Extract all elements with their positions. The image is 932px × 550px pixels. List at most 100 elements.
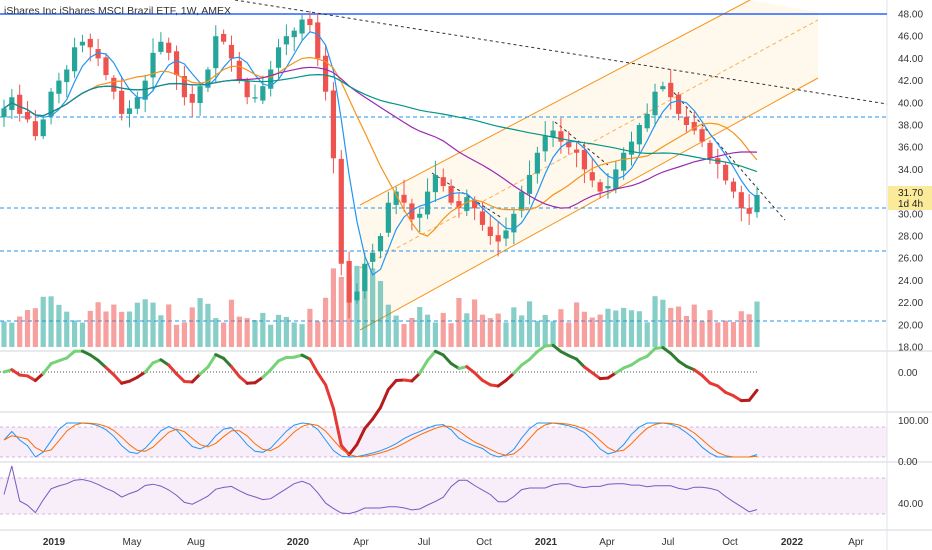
- oscillator-segment: [261, 368, 273, 379]
- volume-bar: [134, 302, 140, 347]
- oscillator-segment: [33, 372, 45, 383]
- candle-body: [119, 90, 125, 114]
- volume-bar: [503, 322, 509, 347]
- volume-bar: [495, 313, 501, 347]
- candle-body: [315, 22, 321, 59]
- oscillator-segment: [520, 357, 532, 367]
- volume-bar: [519, 315, 525, 347]
- volume-bar: [213, 318, 219, 347]
- volume-bar: [393, 315, 399, 347]
- volume-bar: [268, 324, 274, 347]
- candles: [1, 10, 760, 319]
- stochastic-pane: [3, 422, 758, 458]
- volume-bar: [448, 323, 454, 347]
- oscillator-segment: [269, 359, 281, 372]
- price-tick-label: 38.00: [898, 121, 923, 132]
- candle-body: [730, 181, 737, 192]
- rsi-band: [0, 478, 887, 514]
- oscillator-segment: [504, 371, 516, 382]
- oscillator-segment: [104, 366, 116, 377]
- time-tick-label: Apr: [353, 537, 369, 548]
- oscillator-segment: [316, 371, 328, 387]
- volume-bar: [660, 299, 666, 347]
- candle-body: [707, 142, 713, 159]
- volume-bar: [401, 323, 407, 347]
- oscillator-segment: [10, 368, 22, 377]
- candle-body: [268, 69, 274, 89]
- oscillator-segment: [410, 371, 422, 383]
- price-tick-label: 40.00: [898, 98, 923, 109]
- candle-body: [550, 130, 556, 138]
- volume-bar: [260, 312, 266, 347]
- volume-bar: [126, 311, 133, 347]
- time-tick-label: Apr: [599, 537, 615, 548]
- candle-body: [283, 36, 289, 45]
- volume-bar: [252, 320, 258, 347]
- oscillator-segment: [324, 383, 335, 410]
- time-tick-label: May: [123, 537, 142, 548]
- stochastic-band: [0, 427, 887, 457]
- volume-bar: [558, 309, 564, 347]
- channel-upper-line: [359, 0, 751, 206]
- time-tick-label: Jul: [662, 537, 675, 548]
- oscillator-segment: [449, 361, 461, 370]
- candle-body: [699, 129, 705, 142]
- candle-body: [479, 211, 486, 225]
- candle-body: [573, 149, 580, 153]
- candle-body: [566, 141, 572, 148]
- volume-bar: [40, 296, 46, 347]
- volume-bar: [17, 316, 23, 347]
- volume-bar: [32, 308, 38, 347]
- candle-body: [275, 47, 282, 68]
- candle-body: [9, 97, 15, 111]
- candle-body: [424, 191, 431, 215]
- volume-bar: [377, 280, 384, 347]
- oscillator-segment: [308, 357, 320, 375]
- candle-body: [338, 158, 344, 264]
- volume-bar: [362, 272, 368, 347]
- volume-bar: [64, 311, 70, 347]
- oscillator-segment: [551, 343, 563, 354]
- candle-body: [205, 69, 211, 88]
- oscillator-segment: [112, 373, 124, 385]
- time-tick-label: Jul: [418, 537, 431, 548]
- volume-bar: [464, 313, 470, 347]
- candle-body: [346, 260, 352, 303]
- rsi-line: [3, 465, 758, 515]
- candle-body: [79, 41, 86, 46]
- oscillator-segment: [190, 372, 202, 384]
- oscillator-segment: [159, 358, 171, 367]
- oscillator-segment: [575, 357, 586, 369]
- candle-body: [691, 122, 697, 131]
- time-tick-label: 2022: [781, 537, 804, 548]
- oscillator-segment: [41, 362, 53, 375]
- stochastic-tick-label: 0.00: [898, 457, 918, 468]
- volume-bar: [597, 314, 603, 347]
- volume-bar: [432, 322, 439, 347]
- time-tick-label: Aug: [187, 537, 205, 548]
- candle-body: [213, 36, 219, 69]
- candle-body: [542, 136, 548, 152]
- volume-bar: [1, 321, 7, 347]
- trendline: [554, 121, 609, 166]
- volume-bar: [628, 310, 635, 347]
- volume-bar: [730, 321, 737, 347]
- candle-body: [291, 30, 297, 38]
- candle-body: [621, 152, 627, 171]
- candle-body: [142, 80, 148, 100]
- candle-body: [87, 38, 93, 48]
- volume-bar: [197, 298, 203, 347]
- time-tick-label: Apr: [848, 537, 864, 548]
- candle-body: [511, 213, 517, 233]
- volume-bar: [205, 303, 211, 347]
- volume-bar: [142, 299, 148, 347]
- volume-bar: [472, 299, 478, 347]
- oscillator-segment: [26, 374, 37, 383]
- candle-body: [683, 116, 690, 125]
- oscillator-segment: [222, 356, 233, 369]
- price-tick-label: 36.00: [898, 143, 923, 154]
- candle-body: [126, 108, 133, 114]
- candle-body: [56, 80, 62, 94]
- oscillator-segment: [229, 365, 241, 378]
